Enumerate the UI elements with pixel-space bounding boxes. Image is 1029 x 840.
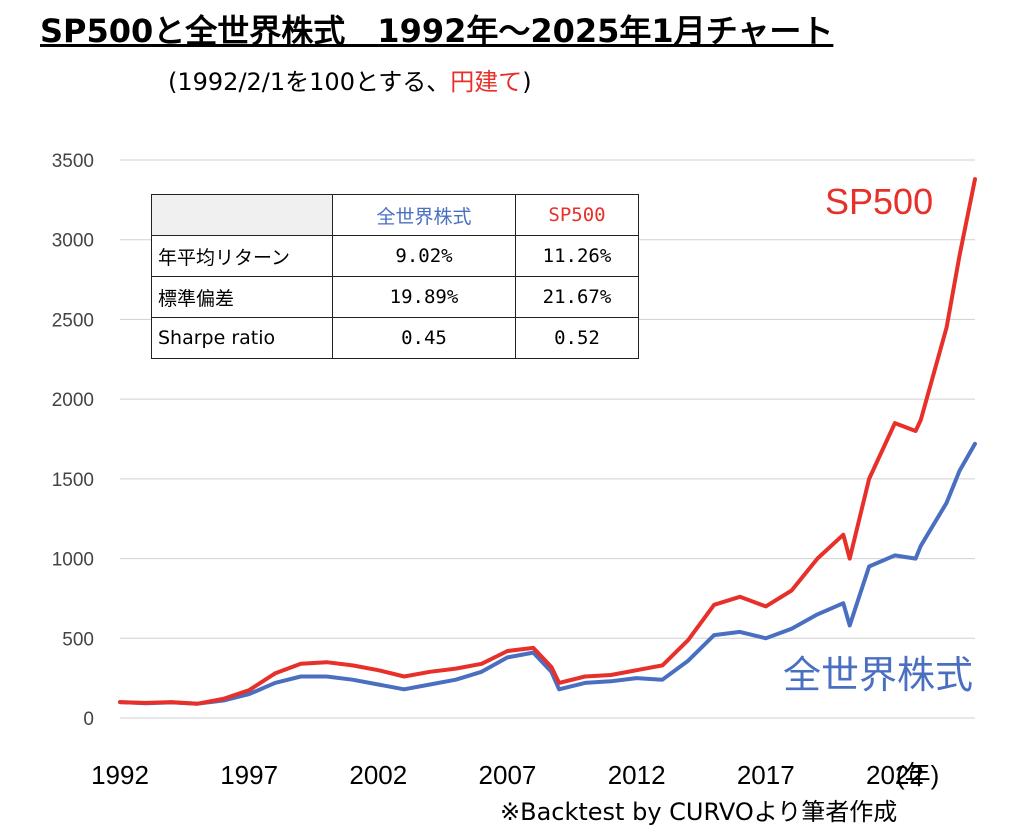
stats-cell-world: 9.02% xyxy=(332,235,516,277)
series-line-world xyxy=(118,441,977,706)
stats-header-blank xyxy=(151,194,333,236)
stats-header-row: 全世界株式 SP500 xyxy=(151,194,639,236)
y-axis-ticks: 0 500 1000 1500 2000 2500 3000 3500 xyxy=(52,151,94,730)
x-tick-label: 2017 xyxy=(737,760,795,790)
subtitle-emphasis: 円建て xyxy=(450,68,523,96)
y-tick-label: 3000 xyxy=(52,231,94,252)
y-tick-label: 500 xyxy=(62,629,94,650)
x-axis-ticks: 1992 1997 2002 2007 2012 2017 2022 xyxy=(91,760,924,790)
y-tick-label: 2500 xyxy=(52,310,94,331)
stats-row-return: 年平均リターン 9.02% 11.26% xyxy=(151,235,639,277)
stats-row-label: 年平均リターン xyxy=(151,235,333,277)
y-tick-label: 2000 xyxy=(52,390,94,411)
stats-row-label: 標準偏差 xyxy=(151,276,333,318)
x-axis-unit: (年) xyxy=(896,760,939,790)
x-tick-label: 2007 xyxy=(479,760,537,790)
stats-cell-world: 19.89% xyxy=(332,276,516,318)
y-tick-label: 1000 xyxy=(52,550,94,571)
source-note: ※Backtest by CURVOより筆者作成 xyxy=(500,798,898,826)
grid-lines xyxy=(120,159,975,719)
subtitle-suffix: ) xyxy=(522,68,532,96)
y-tick-label: 0 xyxy=(83,709,94,730)
x-tick-label: 1997 xyxy=(220,760,278,790)
stats-cell-sp500: 21.67% xyxy=(515,276,639,318)
x-tick-label: 2022 xyxy=(866,760,924,790)
chart-subtitle: (1992/2/1を100とする、円建て) xyxy=(168,62,532,97)
subtitle-prefix: (1992/2/1を100とする、 xyxy=(168,68,451,96)
stats-header-world: 全世界株式 xyxy=(332,194,516,236)
x-tick-label: 2002 xyxy=(349,760,407,790)
stats-cell-world: 0.45 xyxy=(332,317,516,359)
series-line-sp500 xyxy=(118,177,977,706)
series-label-world: 全世界株式 xyxy=(783,653,973,697)
chart-title: SP500と全世界株式 1992年～2025年1月チャート xyxy=(40,12,834,50)
x-tick-label: 1992 xyxy=(91,760,149,790)
stats-row-sharpe: Sharpe ratio 0.45 0.52 xyxy=(151,317,639,359)
series-label-sp500: SP500 xyxy=(825,181,933,222)
stats-header-sp500: SP500 xyxy=(515,194,639,236)
series-lines xyxy=(118,177,977,706)
stats-row-label: Sharpe ratio xyxy=(151,317,333,359)
stats-cell-sp500: 0.52 xyxy=(515,317,639,359)
y-tick-label: 1500 xyxy=(52,470,94,491)
stats-table: 全世界株式 SP500 年平均リターン 9.02% 11.26% 標準偏差 19… xyxy=(151,194,639,359)
y-tick-label: 3500 xyxy=(52,151,94,172)
stats-cell-sp500: 11.26% xyxy=(515,235,639,277)
stats-row-stdev: 標準偏差 19.89% 21.67% xyxy=(151,276,639,318)
x-tick-label: 2012 xyxy=(608,760,666,790)
